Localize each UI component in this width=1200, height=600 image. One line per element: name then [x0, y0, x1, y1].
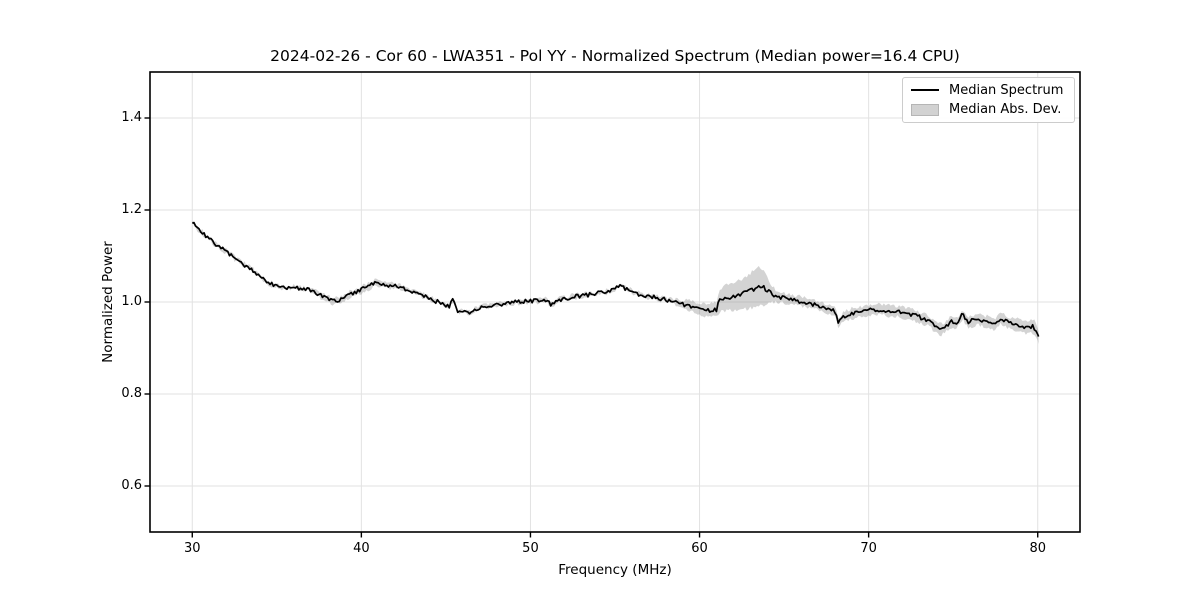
y-tick-label: 1.0 [121, 294, 142, 309]
x-tick-label: 60 [691, 541, 708, 556]
x-tick-label: 50 [522, 541, 539, 556]
y-tick-label: 1.4 [121, 110, 142, 125]
y-tick-label: 0.8 [121, 386, 142, 401]
x-tick-label: 40 [353, 541, 370, 556]
median-spectrum-line [192, 221, 1040, 337]
x-tick-label: 70 [860, 541, 877, 556]
y-tick-label: 0.6 [121, 478, 142, 493]
legend-item-median-spectrum: Median Spectrum [903, 81, 1074, 100]
legend: Median Spectrum Median Abs. Dev. [902, 77, 1075, 123]
chart-title: 2024-02-26 - Cor 60 - LWA351 - Pol YY - … [270, 47, 960, 65]
x-tick-label: 30 [183, 541, 201, 556]
median-spectrum-line-swatch-icon [911, 89, 939, 92]
mad-band-area [192, 220, 1039, 344]
legend-item-median-abs-dev: Median Abs. Dev. [903, 100, 1074, 119]
legend-label: Median Spectrum [949, 82, 1064, 98]
median-abs-dev-band-swatch-icon [911, 103, 939, 116]
x-axis-label: Frequency (MHz) [558, 562, 672, 578]
y-tick-label: 1.2 [121, 202, 142, 217]
legend-label: Median Abs. Dev. [949, 102, 1062, 118]
x-tick-label: 80 [1029, 541, 1046, 556]
